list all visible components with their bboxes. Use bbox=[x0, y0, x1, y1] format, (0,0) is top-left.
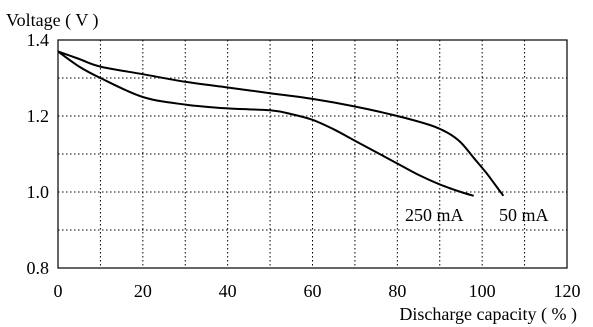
x-tick-label: 100 bbox=[469, 281, 496, 301]
x-tick-label: 40 bbox=[219, 281, 237, 301]
y-tick-label: 1.0 bbox=[27, 182, 50, 202]
x-tick-label: 20 bbox=[134, 281, 152, 301]
plot-frame bbox=[57, 39, 568, 269]
y-axis-label: Voltage ( V ) bbox=[6, 10, 99, 31]
series-label-250ma: 250 mA bbox=[405, 205, 464, 225]
series-line-250-ma bbox=[57, 50, 474, 197]
y-tick-label: 1.2 bbox=[27, 106, 50, 126]
series-lines bbox=[57, 50, 505, 197]
series-line-50-ma bbox=[57, 50, 505, 197]
y-tick-label: 0.8 bbox=[27, 258, 50, 278]
x-tick-label: 0 bbox=[54, 281, 63, 301]
y-tick-label: 1.4 bbox=[27, 30, 50, 50]
x-tick-label: 60 bbox=[304, 281, 322, 301]
tick-labels: 0 20 40 60 80 100 120 0.8 1.0 1.2 1.4 bbox=[27, 30, 581, 301]
x-tick-label: 120 bbox=[554, 281, 581, 301]
grid-lines bbox=[58, 40, 567, 268]
x-tick-label: 80 bbox=[388, 281, 406, 301]
x-axis-label: Discharge capacity ( % ) bbox=[399, 304, 577, 325]
series-label-50ma: 50 mA bbox=[499, 205, 549, 225]
